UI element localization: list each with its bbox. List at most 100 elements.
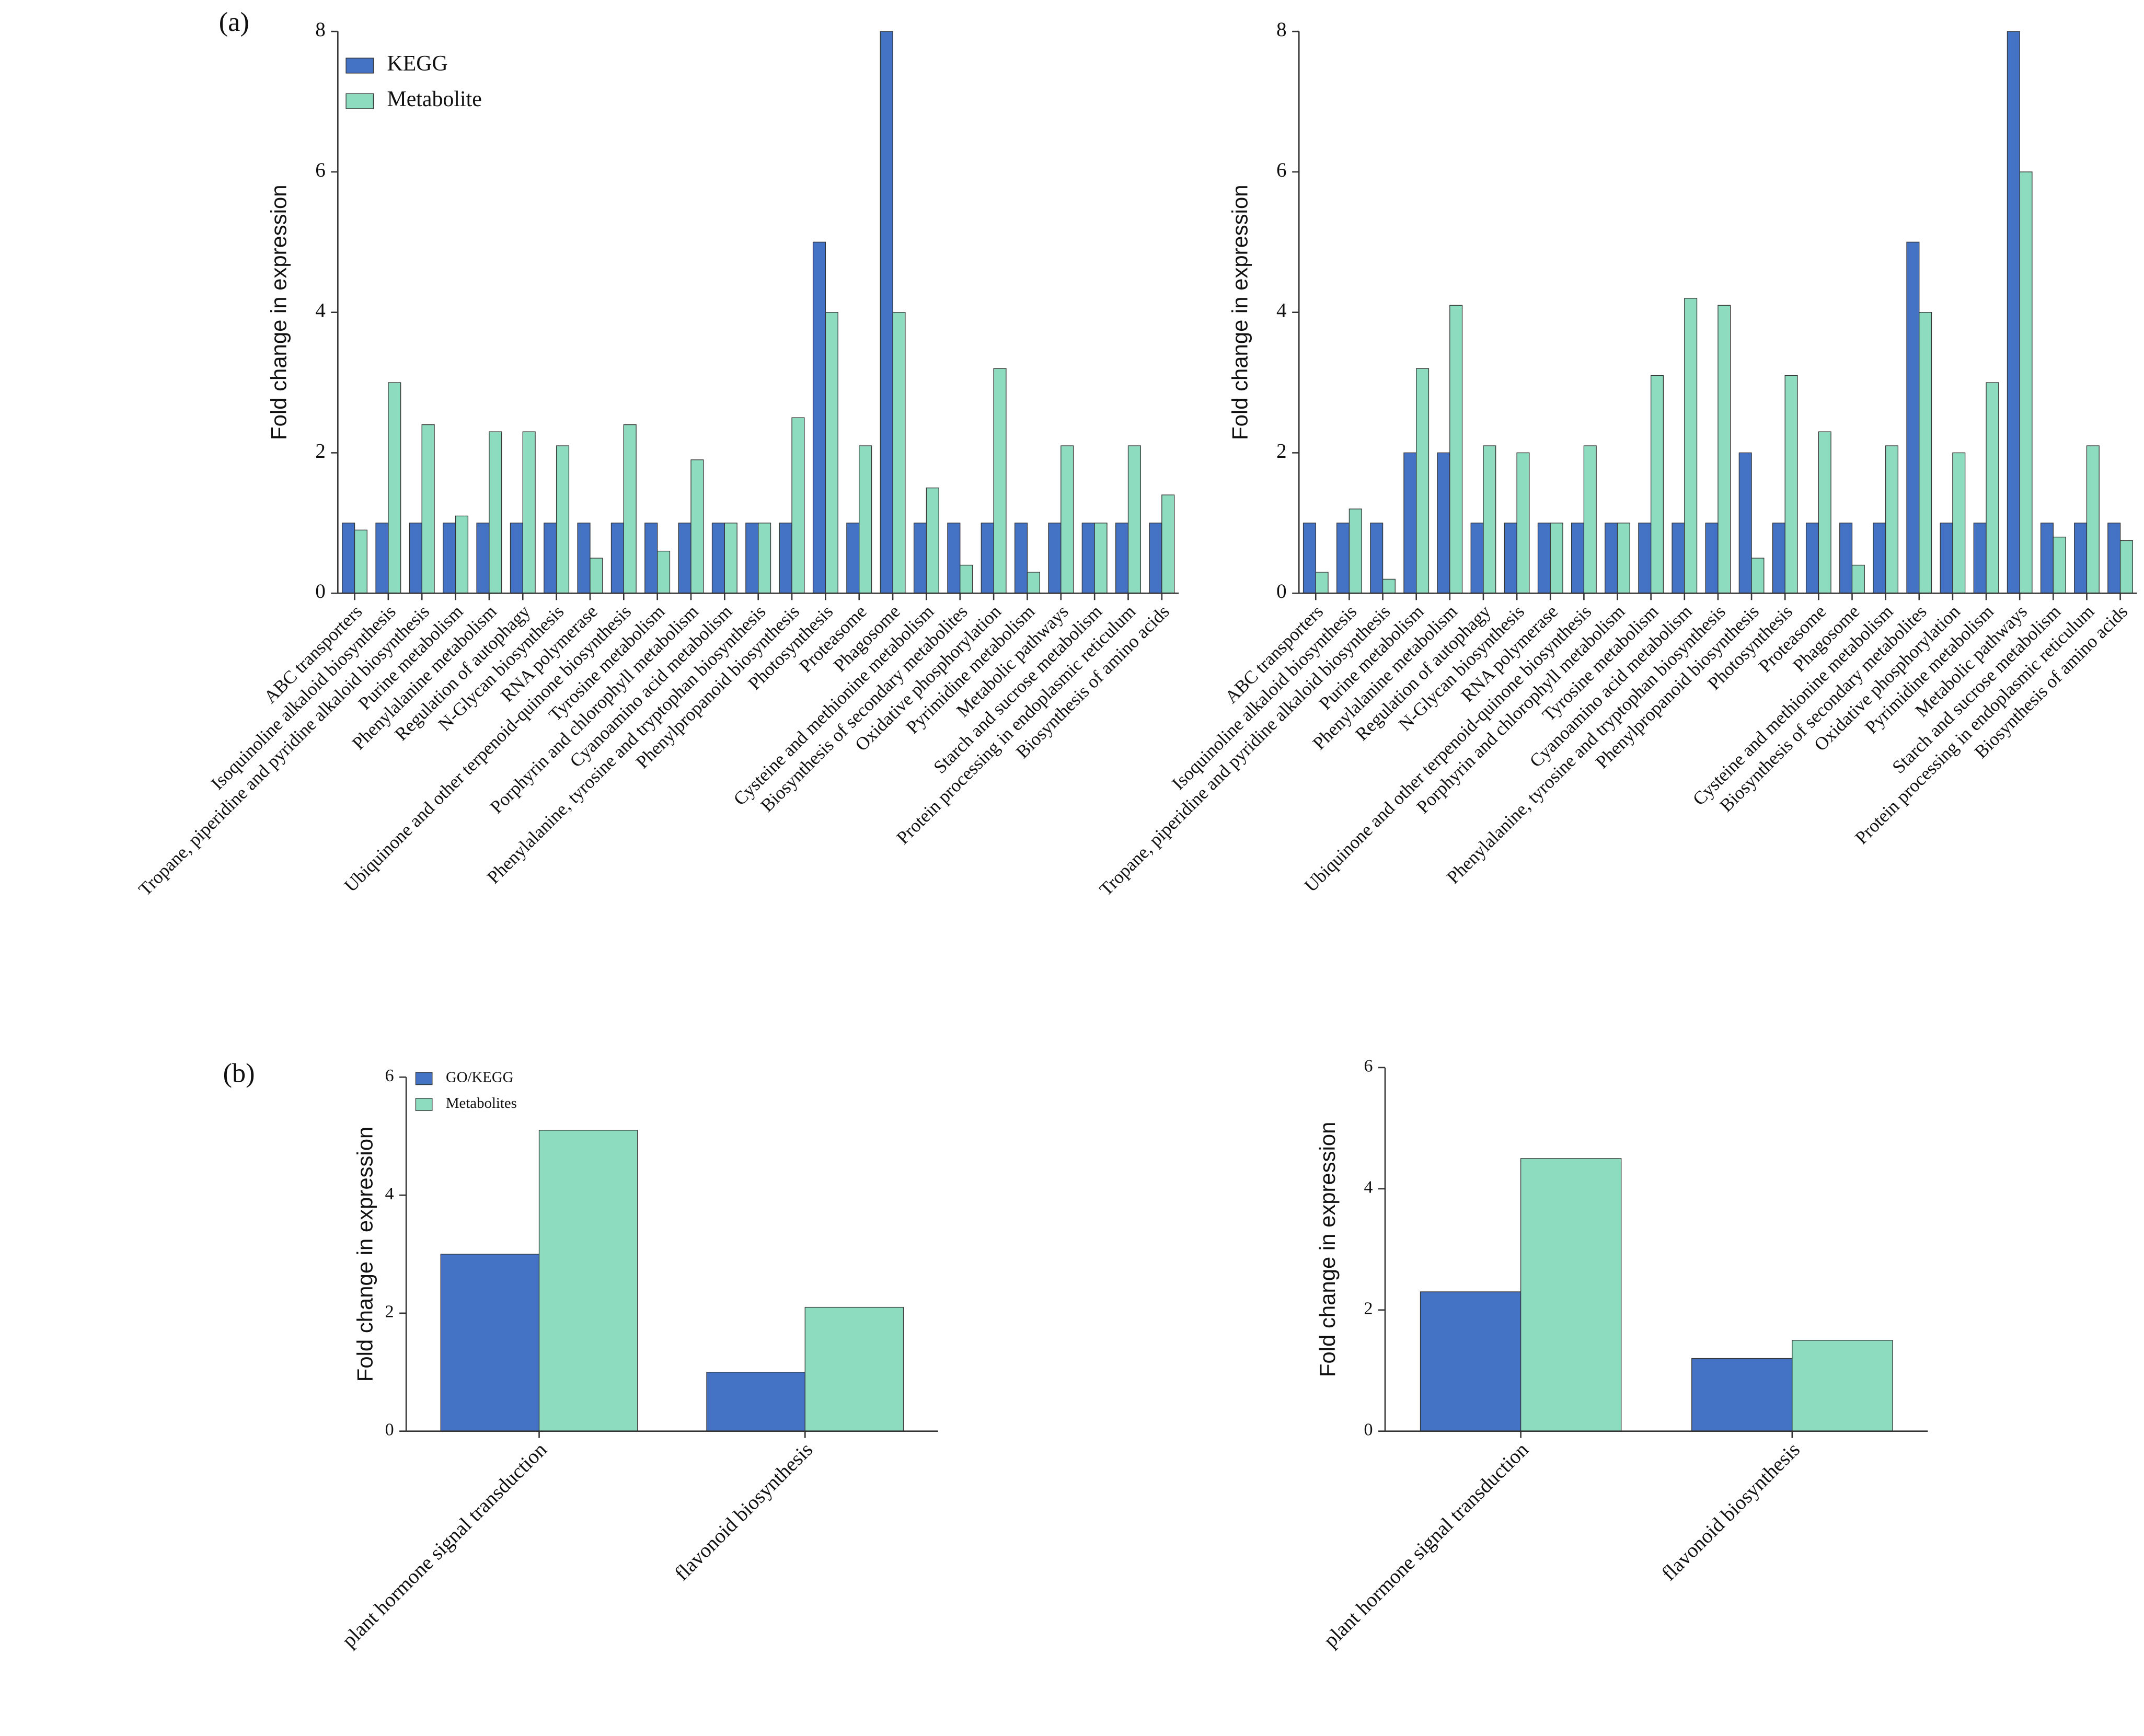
bar [510, 523, 523, 594]
bar [1027, 572, 1040, 594]
bar [1717, 305, 1731, 594]
y-tick-label: 4 [1364, 1178, 1373, 1197]
bar [610, 523, 624, 594]
bar [1784, 375, 1798, 594]
bar [1672, 523, 1685, 594]
bar [1504, 523, 1517, 594]
bar [1818, 431, 1831, 594]
y-tick-label: 8 [315, 18, 326, 41]
bar [1382, 578, 1396, 594]
panel-label: (b) [223, 1058, 255, 1089]
bar [1470, 523, 1484, 594]
bar [1416, 368, 1430, 594]
bar [1403, 452, 1417, 594]
bar [804, 1306, 904, 1432]
bar [690, 459, 704, 594]
bar [1483, 445, 1496, 594]
legend-swatch [345, 57, 374, 74]
bar [880, 31, 893, 594]
y-tick-label: 8 [1276, 18, 1287, 41]
bar [1651, 375, 1664, 594]
y-tick-label: 6 [315, 159, 326, 181]
bar [1638, 523, 1652, 594]
bar [2053, 537, 2066, 594]
y-tick-label: 4 [385, 1184, 394, 1203]
bar [1061, 445, 1074, 594]
bar [859, 445, 872, 594]
y-axis-label: Fold change in expression [1315, 1122, 1340, 1377]
bar [1952, 452, 1966, 594]
bar [2019, 171, 2033, 594]
bar [926, 488, 939, 594]
y-tick-label: 6 [385, 1066, 394, 1085]
y-axis-label: Fold change in expression [1227, 184, 1252, 439]
y-tick-label: 0 [385, 1420, 394, 1439]
bar [779, 523, 792, 594]
bar [388, 382, 401, 594]
bar [791, 417, 805, 594]
bar [1919, 312, 1932, 594]
bar [1571, 523, 1585, 594]
y-tick-label: 0 [315, 580, 326, 603]
bar [1149, 523, 1162, 594]
y-tick-label: 0 [1276, 580, 1287, 603]
bar [375, 523, 389, 594]
y-tick-label: 6 [1364, 1057, 1373, 1076]
bar [812, 241, 826, 594]
bar [1940, 523, 1953, 594]
bar [745, 523, 759, 594]
y-tick-label: 4 [1276, 299, 1287, 322]
bar [2007, 31, 2020, 594]
bar [1792, 1340, 1893, 1432]
bar [1449, 305, 1463, 594]
bar [825, 312, 838, 594]
bar [678, 523, 691, 594]
bar [1906, 241, 1920, 594]
bar [590, 558, 603, 594]
bar [2119, 540, 2133, 594]
legend-swatch [415, 1098, 433, 1111]
bar [1851, 564, 1865, 594]
bar [993, 368, 1007, 594]
bar [1986, 382, 1999, 594]
bar [1839, 523, 1853, 594]
y-tick-label: 2 [1364, 1299, 1373, 1318]
bar [1684, 298, 1698, 594]
bar [758, 523, 771, 594]
bar [1161, 494, 1175, 594]
bar [522, 431, 536, 594]
x-tick-label: flavonoid biosynthesis [671, 1438, 817, 1585]
bar [644, 523, 658, 594]
bar [421, 424, 435, 594]
bar [1420, 1291, 1521, 1432]
bar [846, 523, 860, 594]
bar [947, 523, 961, 594]
bar [440, 1254, 540, 1432]
bar [2086, 445, 2100, 594]
bar [544, 523, 557, 594]
bar [577, 523, 591, 594]
x-tick-label: flavonoid biosynthesis [1657, 1438, 1804, 1585]
legend-label: KEGG [387, 52, 448, 76]
legend-label: Metabolites [446, 1095, 517, 1112]
bar [656, 550, 671, 594]
bar [706, 1372, 805, 1432]
legend-swatch [415, 1072, 433, 1085]
bar [455, 515, 469, 594]
y-tick-label: 6 [1276, 159, 1287, 181]
bar [342, 523, 355, 594]
bar [2074, 523, 2088, 594]
y-tick-label: 4 [315, 299, 326, 322]
bar [1617, 523, 1630, 594]
bar [1315, 572, 1329, 594]
y-axis-label: Fold change in expression [267, 184, 291, 439]
bar [443, 523, 456, 594]
bar [489, 431, 502, 594]
y-tick-label: 2 [315, 439, 326, 462]
bar [1115, 523, 1129, 594]
legend-label: GO/KEGG [446, 1069, 513, 1085]
bar [1605, 523, 1618, 594]
y-axis-label: Fold change in expression [352, 1127, 377, 1382]
bar [981, 523, 994, 594]
bar [711, 523, 725, 594]
